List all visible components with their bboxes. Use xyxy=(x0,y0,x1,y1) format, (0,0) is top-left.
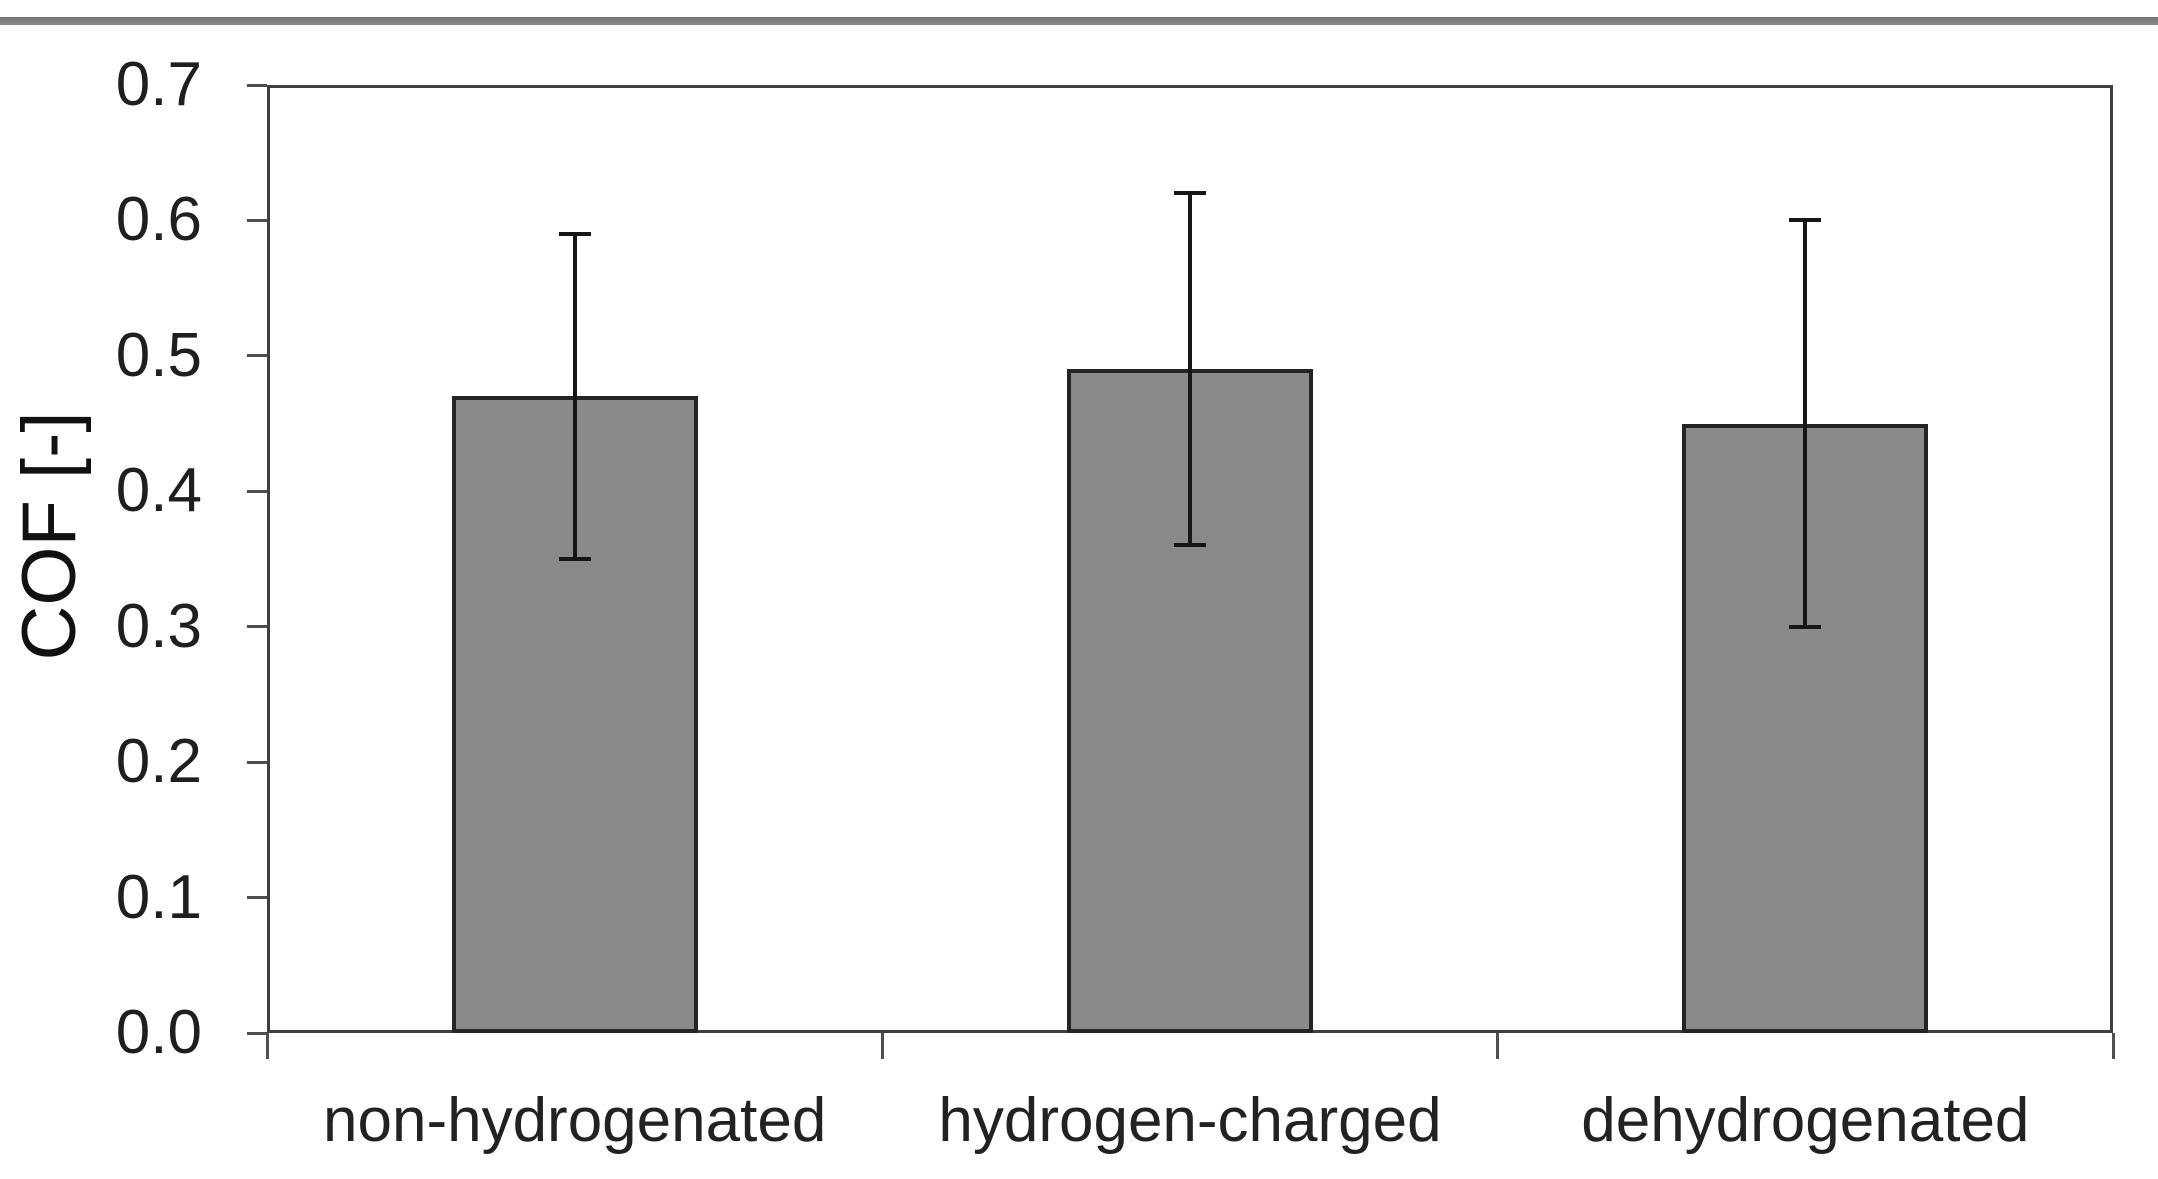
x-axis-tick xyxy=(1496,1033,1500,1059)
error-bar-cap xyxy=(1174,191,1206,196)
error-bar-cap xyxy=(1789,218,1822,223)
category-label-hydrogen-charged: hydrogen-charged xyxy=(938,1086,1442,1155)
y-axis-tick xyxy=(247,83,267,87)
y-axis-tick-label: 0.0 xyxy=(115,998,202,1067)
y-axis-tick xyxy=(247,896,267,900)
y-axis-tick-label: 0.5 xyxy=(115,320,202,390)
x-axis-tick xyxy=(880,1033,884,1059)
category-label-non-hydrogenated: non-hydrogenated xyxy=(323,1086,827,1155)
y-axis-tick-label: 0.3 xyxy=(115,591,202,661)
y-axis-tick-label: 0.7 xyxy=(115,50,202,119)
y-axis-tick xyxy=(247,354,267,358)
x-axis-tick xyxy=(265,1033,269,1059)
y-axis-tick xyxy=(247,218,267,222)
error-bar-cap xyxy=(1789,624,1822,629)
y-axis-tick xyxy=(247,489,267,493)
error-bar-cap xyxy=(558,231,591,236)
y-axis-tick xyxy=(247,1031,267,1035)
y-axis-tick xyxy=(247,625,267,629)
error-bar-cap xyxy=(1174,543,1206,548)
y-axis-tick xyxy=(247,760,267,764)
y-axis-tick-label: 0.6 xyxy=(115,185,202,255)
top-divider-rule xyxy=(0,17,2158,25)
error-bar-whisker xyxy=(1803,220,1808,627)
error-bar-cap xyxy=(558,557,591,561)
error-bar-whisker xyxy=(572,233,577,559)
y-axis-tick-label: 0.1 xyxy=(115,862,202,932)
category-label-dehydrogenated: dehydrogenated xyxy=(1581,1086,2030,1155)
y-axis-tick-label: 0.4 xyxy=(115,456,202,526)
error-bar-whisker xyxy=(1188,193,1192,546)
x-axis-tick xyxy=(2111,1033,2115,1059)
y-axis-tick-label: 0.2 xyxy=(115,727,202,797)
